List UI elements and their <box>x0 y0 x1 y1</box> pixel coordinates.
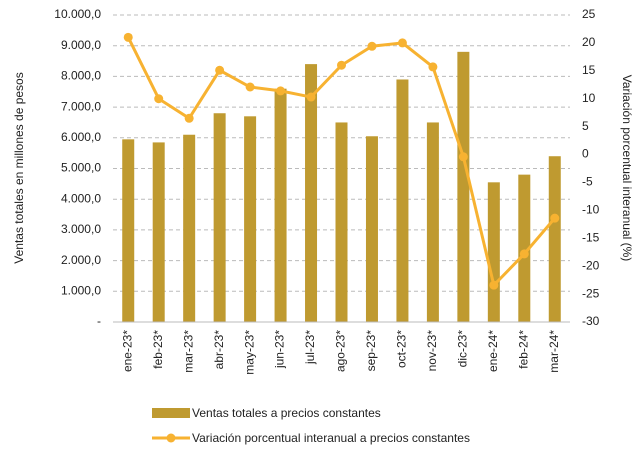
bar <box>487 182 500 322</box>
bar <box>335 122 348 322</box>
y-tick-label: 6.000,0 <box>61 130 101 144</box>
line-point <box>154 94 164 104</box>
x-tick-label: jun-23* <box>273 330 287 369</box>
x-tick-label: feb-24* <box>516 330 530 369</box>
y-tick-label: 3.000,0 <box>61 222 101 236</box>
line-point <box>123 32 133 42</box>
y2-tick-label: 10 <box>582 91 596 105</box>
y-tick-label: 4.000,0 <box>61 191 101 205</box>
x-tick-label: nov-23* <box>425 330 439 372</box>
line-point <box>306 92 316 102</box>
bar <box>396 79 409 322</box>
legend-swatch <box>152 408 190 418</box>
line-point <box>397 38 407 48</box>
y-tick-label: 2.000,0 <box>61 253 101 267</box>
y2-axis-label: Variación porcentual interanual (%) <box>620 75 634 262</box>
line-point <box>550 213 560 223</box>
x-tick-label: abr-23* <box>212 330 226 370</box>
line-point <box>184 113 194 123</box>
x-tick-label: feb-23* <box>151 330 165 369</box>
y-tick-label: 7.000,0 <box>61 99 101 113</box>
bar <box>426 122 439 322</box>
y2-tick-label: -30 <box>582 314 600 328</box>
y-tick-label: 9.000,0 <box>61 38 101 52</box>
y2-tick-label: 0 <box>582 147 589 161</box>
bar <box>183 134 196 322</box>
x-tick-label: may-23* <box>242 330 256 375</box>
x-tick-label: oct-23* <box>395 330 409 368</box>
line-point <box>458 152 468 162</box>
bar <box>152 142 165 322</box>
y2-tick-label: -20 <box>582 258 600 272</box>
x-tick-label: jul-23* <box>303 330 317 365</box>
line-point <box>428 62 438 72</box>
bar <box>457 51 470 323</box>
y2-tick-label: 5 <box>582 119 589 133</box>
line-point <box>519 249 529 259</box>
y2-tick-label: -5 <box>582 175 593 189</box>
y2-tick-label: 25 <box>582 7 596 21</box>
line-point <box>276 86 286 96</box>
y-tick-label: 8.000,0 <box>61 69 101 83</box>
bar <box>305 64 318 323</box>
x-tick-label: mar-23* <box>181 330 195 373</box>
y-tick-label: 1.000,0 <box>61 283 101 297</box>
line-point <box>215 65 225 75</box>
line-point <box>367 41 377 51</box>
bar <box>548 156 561 322</box>
bar <box>518 174 531 322</box>
x-tick-label: ene-23* <box>120 330 134 372</box>
line-point <box>337 60 346 70</box>
bar <box>122 139 135 322</box>
y-tick-label: - <box>97 314 101 328</box>
x-tick-label: sep-23* <box>364 330 378 372</box>
bar <box>213 113 226 323</box>
y-tick-label: 5.000,0 <box>61 161 101 175</box>
y-axis-label: Ventas totales en millones de pesos <box>12 72 26 263</box>
bar <box>365 136 378 322</box>
legend-label: Variación porcentual interanual a precio… <box>192 431 470 445</box>
y2-tick-label: -25 <box>582 286 600 300</box>
y2-tick-label: -10 <box>582 203 600 217</box>
legend-swatch <box>166 433 176 443</box>
y-tick-label: 10.000,0 <box>54 7 101 21</box>
y2-tick-label: 15 <box>582 63 596 77</box>
line-point <box>489 280 499 290</box>
legend-label: Ventas totales a precios constantes <box>192 406 381 420</box>
bar <box>274 88 287 323</box>
x-tick-label: mar-24* <box>547 330 561 373</box>
x-tick-label: dic-23* <box>456 330 470 368</box>
bar <box>244 116 257 322</box>
y2-tick-label: -15 <box>582 230 600 244</box>
x-tick-label: ago-23* <box>334 330 348 372</box>
line-point <box>245 82 255 92</box>
x-tick-label: ene-24* <box>486 330 500 372</box>
y2-tick-label: 20 <box>582 35 596 49</box>
